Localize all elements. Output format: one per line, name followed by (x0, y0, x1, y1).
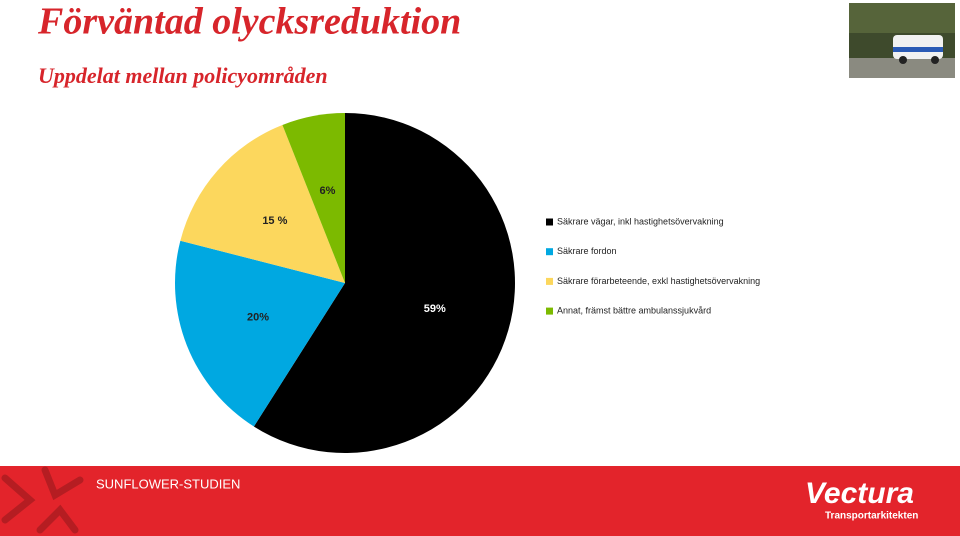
photo (849, 3, 955, 78)
chart: 59% 20% 15 % 6% Säkrare vägar, inkl hastighe… (175, 113, 760, 454)
legend-label: Säkrare förarbeteende, exkl hastighetsöv… (557, 276, 760, 286)
footer: SUNFLOWER-STUDIEN Vectura Transportarkit… (0, 466, 960, 536)
logo: Vectura (805, 477, 914, 510)
legend-label: Säkrare fordon (557, 246, 617, 256)
legend-swatch (546, 277, 553, 285)
footer-text: SUNFLOWER-STUDIEN (96, 476, 240, 491)
legend-swatch (546, 248, 553, 256)
logo-tagline: Transportarkitekten (825, 511, 918, 522)
pie-slice (282, 113, 345, 283)
pie-slice (253, 113, 516, 454)
value-label: 6% (320, 185, 336, 197)
value-label: 59% (424, 303, 446, 315)
legend-label: Annat, främst bättre ambulanssjukvård (557, 305, 711, 315)
slide-title: Förväntad olycksreduktion (37, 1, 461, 43)
legend-swatch (546, 218, 553, 226)
legend-label: Säkrare vägar, inkl hastighetsövervaknin… (557, 216, 724, 226)
pie-slice (180, 124, 345, 284)
pie-slice (175, 240, 345, 427)
value-label: 15 % (262, 215, 287, 227)
slide-subtitle: Uppdelat mellan policyområden (38, 63, 328, 88)
legend-swatch (546, 307, 553, 315)
value-label: 20% (247, 311, 269, 323)
